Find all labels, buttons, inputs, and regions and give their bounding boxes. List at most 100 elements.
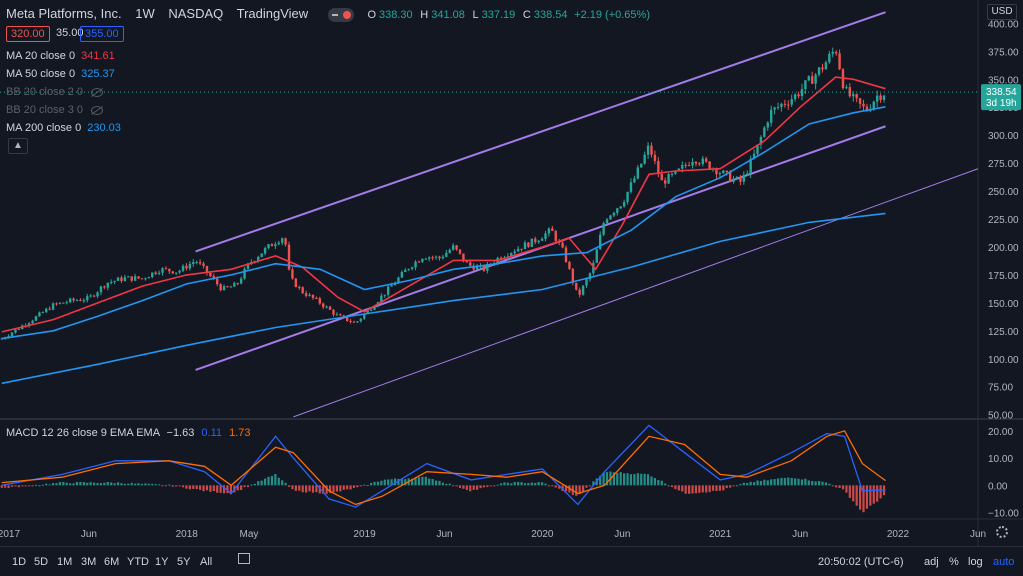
candle-body <box>797 94 800 97</box>
log-scale-toggle[interactable]: log <box>968 556 983 568</box>
macd-histogram-bar <box>421 476 424 486</box>
indicator-bb20-3[interactable]: BB 20 close 3 0 <box>6 104 104 116</box>
last-price-countdown: 3d 19h <box>986 98 1017 109</box>
macd-histogram-bar <box>229 485 232 495</box>
candle-body <box>616 208 619 213</box>
candle-body <box>14 329 17 333</box>
macd-histogram-bar <box>544 483 547 486</box>
percent-scale-toggle[interactable]: % <box>949 556 959 568</box>
macd-histogram-bar <box>551 485 554 487</box>
auto-scale-toggle[interactable]: auto <box>993 556 1015 568</box>
range-ytd[interactable]: YTD <box>127 556 149 568</box>
macd-histogram-bar <box>185 485 188 489</box>
range-all[interactable]: All <box>200 556 213 568</box>
candle-body <box>298 287 301 289</box>
range-5y[interactable]: 5Y <box>177 556 191 568</box>
visibility-toggle-icon[interactable] <box>327 7 354 22</box>
candle-body <box>588 273 592 280</box>
macd-histogram-bar <box>872 485 875 504</box>
eye-hidden-icon[interactable] <box>91 87 104 97</box>
candle-body <box>701 158 704 165</box>
range-5d[interactable]: 5D <box>34 556 49 568</box>
date-range-calendar-icon[interactable] <box>238 553 250 564</box>
candle-body <box>739 176 742 182</box>
candle-body <box>431 257 434 259</box>
price-tick-label: 250.00 <box>988 187 1019 198</box>
macd-histogram-bar <box>28 485 31 487</box>
macd-histogram-bar <box>134 483 137 486</box>
settings-gear-icon[interactable] <box>996 526 1008 538</box>
interval-label[interactable]: 1W <box>135 6 155 21</box>
candle-body <box>222 286 226 291</box>
candle-body <box>171 271 174 274</box>
candle-body <box>527 242 530 247</box>
high-label: H <box>420 9 429 21</box>
indicator-ma20[interactable]: MA 20 close 0 341.61 <box>6 50 115 62</box>
candle-body <box>814 74 817 84</box>
range-1d[interactable]: 1D <box>12 556 27 568</box>
candle-body <box>195 262 198 264</box>
macd-histogram-bar <box>332 485 335 493</box>
macd-histogram-bar <box>756 480 759 486</box>
range-3m[interactable]: 3M <box>81 556 97 568</box>
range-1y[interactable]: 1Y <box>155 556 169 568</box>
collapse-indicators-chevron-icon[interactable]: ▲ <box>8 138 28 154</box>
macd-histogram-bar <box>674 485 677 490</box>
candle-body <box>585 279 588 286</box>
macd-histogram-bar <box>48 484 51 486</box>
currency-selector[interactable]: USD <box>987 4 1017 20</box>
macd-histogram-bar <box>96 483 99 486</box>
indicator-bb20-2[interactable]: BB 20 close 2 0 <box>6 86 104 98</box>
macd-histogram-bar <box>828 483 831 486</box>
candle-body <box>116 277 120 281</box>
macd-histogram-bar <box>417 477 421 486</box>
macd-histogram-bar <box>766 480 769 486</box>
clock-timezone[interactable]: 20:50:02 (UTC-6) <box>818 556 904 568</box>
macd-histogram-bar <box>154 484 157 486</box>
macd-histogram-bar <box>681 485 684 492</box>
candle-body <box>181 265 185 271</box>
macd-histogram-bar <box>636 473 639 486</box>
macd-histogram-bar <box>735 485 739 487</box>
indicator-ma50[interactable]: MA 50 close 0 325.37 <box>6 68 115 80</box>
range-6m[interactable]: 6M <box>104 556 120 568</box>
candle-body <box>469 262 472 266</box>
sell-price-box[interactable]: 320.00 <box>6 26 50 42</box>
macd-histogram-bar <box>469 485 472 492</box>
macd-histogram-bar <box>776 478 780 486</box>
price-tick-label: 175.00 <box>988 271 1019 282</box>
candle-body <box>86 296 89 301</box>
macd-histogram-bar <box>400 478 403 486</box>
candle-body <box>140 278 144 280</box>
candle-body <box>82 300 86 302</box>
candle-body <box>243 268 246 279</box>
macd-histogram-bar <box>561 485 564 491</box>
eye-hidden-icon[interactable] <box>91 105 104 115</box>
macd-histogram-bar <box>380 480 383 486</box>
candle-body <box>619 206 622 209</box>
symbol-title[interactable]: Meta Platforms, Inc. <box>6 6 122 21</box>
macd-histogram-bar <box>879 485 882 499</box>
range-1m[interactable]: 1M <box>57 556 73 568</box>
macd-legend[interactable]: MACD 12 26 close 9 EMA EMA −1.63 0.11 1.… <box>6 427 251 439</box>
macd-histogram-bar <box>643 473 646 486</box>
candle-body <box>277 242 280 245</box>
buy-price-box[interactable]: 355.00 <box>80 26 124 42</box>
macd-histogram-bar <box>175 485 178 487</box>
candle-body <box>872 101 875 110</box>
candle-body <box>715 168 718 175</box>
macd-histogram-bar <box>79 482 82 486</box>
macd-histogram-bar <box>99 483 103 486</box>
candle-body <box>763 127 766 137</box>
price-tick-label: 400.00 <box>988 19 1019 30</box>
adjust-toggle[interactable]: adj <box>924 556 939 568</box>
candle-body <box>684 164 687 166</box>
macd-histogram-bar <box>305 485 308 493</box>
macd-histogram-bar <box>537 481 540 486</box>
indicator-ma200[interactable]: MA 200 close 0 230.03 <box>6 122 121 134</box>
macd-histogram-bar <box>140 483 144 486</box>
macd-histogram-bar <box>752 482 756 486</box>
channel-line <box>293 168 979 418</box>
macd-histogram-bar <box>31 485 34 487</box>
